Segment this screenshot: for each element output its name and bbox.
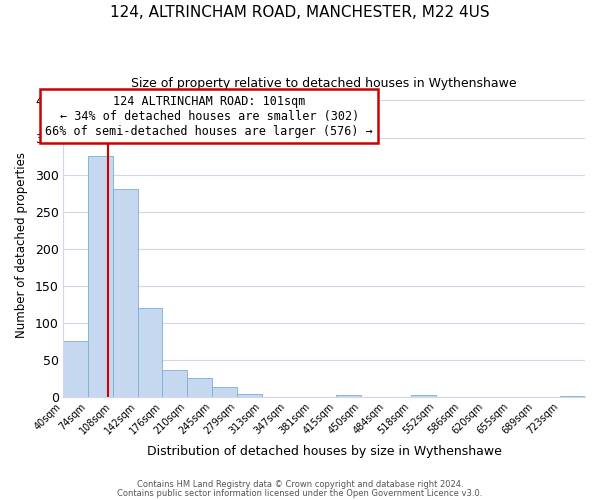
Text: 124 ALTRINCHAM ROAD: 101sqm
← 34% of detached houses are smaller (302)
66% of se: 124 ALTRINCHAM ROAD: 101sqm ← 34% of det…: [45, 94, 373, 138]
Bar: [212, 388, 237, 397]
Bar: [137, 308, 163, 397]
Text: Contains HM Land Registry data © Crown copyright and database right 2024.: Contains HM Land Registry data © Crown c…: [137, 480, 463, 489]
Y-axis label: Number of detached properties: Number of detached properties: [15, 152, 28, 338]
Bar: [237, 394, 262, 397]
Bar: [337, 395, 361, 397]
Bar: [113, 190, 137, 397]
Bar: [187, 378, 212, 397]
Title: Size of property relative to detached houses in Wythenshawe: Size of property relative to detached ho…: [131, 78, 517, 90]
Bar: [163, 370, 187, 397]
Bar: [63, 340, 88, 397]
Bar: [411, 395, 436, 397]
Text: 124, ALTRINCHAM ROAD, MANCHESTER, M22 4US: 124, ALTRINCHAM ROAD, MANCHESTER, M22 4U…: [110, 5, 490, 20]
Text: Contains public sector information licensed under the Open Government Licence v3: Contains public sector information licen…: [118, 488, 482, 498]
X-axis label: Distribution of detached houses by size in Wythenshawe: Distribution of detached houses by size …: [146, 444, 502, 458]
Bar: [88, 156, 113, 397]
Bar: [560, 396, 585, 397]
